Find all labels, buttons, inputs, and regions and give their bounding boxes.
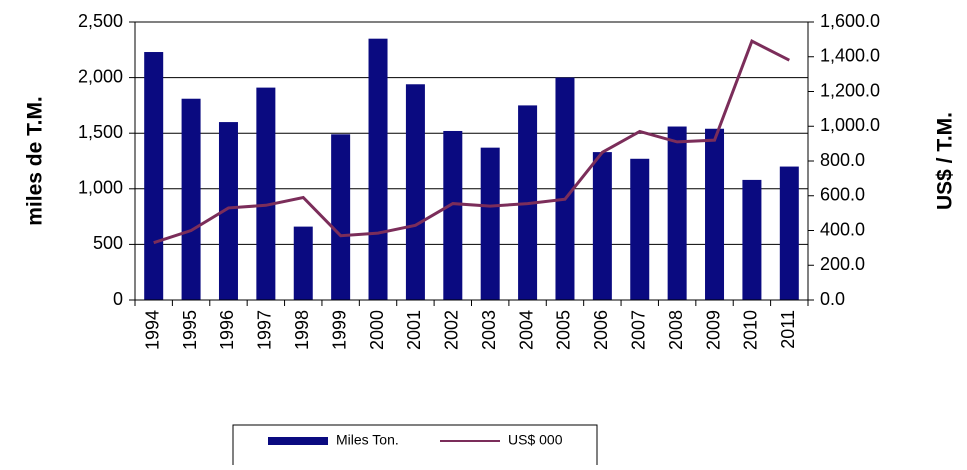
x-tick-label: 2007 <box>629 310 649 350</box>
x-tick-label: 2008 <box>666 310 686 350</box>
x-tick-label: 1999 <box>329 310 349 350</box>
y2-tick-label: 800.0 <box>820 150 865 170</box>
bar <box>144 52 164 300</box>
bar <box>443 130 463 300</box>
bar <box>705 128 725 300</box>
x-tick-label: 2009 <box>703 310 723 350</box>
legend-box <box>232 424 598 470</box>
x-tick-label: 2006 <box>591 310 611 350</box>
y2-tick-label: 200.0 <box>820 254 865 274</box>
bar <box>592 152 612 300</box>
x-tick-label: 2003 <box>479 310 499 350</box>
y2-tick-label: 1,600.0 <box>820 11 880 31</box>
y-axis-title: miles de T.M. <box>24 96 47 226</box>
y-tick-label: 2,000 <box>78 66 123 86</box>
bar <box>480 147 500 300</box>
y-tick-label: 500 <box>93 233 123 253</box>
x-tick-label: 2000 <box>367 310 387 350</box>
y2-axis-title: US$ / T.M. <box>934 112 957 210</box>
bar <box>331 134 351 300</box>
x-tick-label: 1998 <box>292 310 312 350</box>
x-tick-label: 1994 <box>142 310 162 350</box>
x-tick-label: 2011 <box>778 310 798 349</box>
line <box>153 39 790 245</box>
bar <box>779 166 799 300</box>
bar <box>256 87 276 300</box>
bar <box>218 122 238 300</box>
x-tick-label: 2001 <box>404 310 424 350</box>
x-tick-label: 2010 <box>741 310 761 350</box>
bar <box>555 77 575 300</box>
x-tick-label: 1995 <box>180 310 200 350</box>
bar <box>667 126 687 300</box>
bar <box>742 179 762 300</box>
y2-tick-label: 600.0 <box>820 185 865 205</box>
x-tick-label: 2005 <box>554 310 574 350</box>
y2-tick-label: 0.0 <box>820 289 845 309</box>
bar <box>181 98 201 300</box>
y-tick-label: 2,500 <box>78 11 123 31</box>
x-tick-label: 1997 <box>255 310 275 350</box>
x-tick-label: 2004 <box>516 310 536 350</box>
y2-tick-label: 1,200.0 <box>820 80 880 100</box>
y2-tick-label: 400.0 <box>820 219 865 239</box>
x-tick-label: 1996 <box>217 310 237 350</box>
y-tick-label: 0 <box>113 289 123 309</box>
x-tick-label: 2002 <box>442 310 462 350</box>
y-tick-label: 1,500 <box>78 122 123 142</box>
y-tick-label: 1,000 <box>78 178 123 198</box>
y2-tick-label: 1,400.0 <box>820 46 880 66</box>
legend-label: US$ 000 <box>508 432 563 448</box>
bar <box>293 226 313 300</box>
y2-tick-label: 1,000.0 <box>820 115 880 135</box>
bar <box>368 38 388 301</box>
legend-label: Miles Ton. <box>336 432 399 448</box>
bar <box>405 84 425 300</box>
bar <box>630 158 650 300</box>
legend-swatch <box>268 437 328 445</box>
